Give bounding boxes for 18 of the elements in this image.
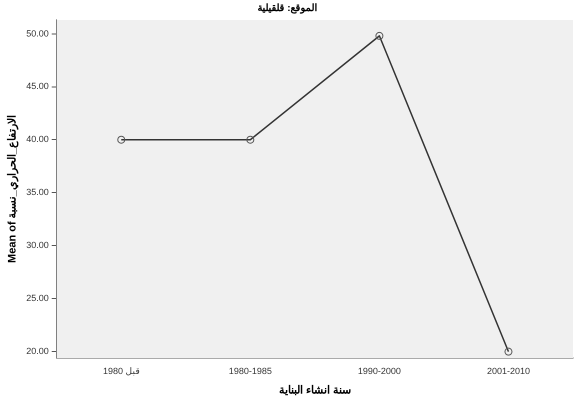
y-tick-label: 20.00 <box>26 346 49 356</box>
y-tick-label: 40.00 <box>26 134 49 144</box>
y-tick-label: 50.00 <box>26 28 49 38</box>
x-tick-label: 2001-2010 <box>486 366 530 376</box>
y-axis-title: Mean of الارتفاع_الحراري_نسبة <box>6 115 20 263</box>
y-tick-label: 45.00 <box>26 81 49 92</box>
x-tick-label: 1990-2000 <box>358 366 401 376</box>
x-axis-title: سنة انشاء البناية <box>278 384 351 396</box>
point <box>504 348 512 356</box>
chart-title: الموقع: قلقيلية <box>257 2 318 14</box>
y-tick-label: 30.00 <box>26 240 49 250</box>
x-tick-label: قبل 1980 <box>102 366 140 376</box>
point <box>375 32 384 40</box>
x-tick-label: 1980-1985 <box>228 366 272 376</box>
y-tick-label: 35.00 <box>26 187 49 198</box>
point <box>246 136 254 144</box>
point <box>117 136 126 144</box>
y-tick-label: 25.00 <box>26 293 49 304</box>
